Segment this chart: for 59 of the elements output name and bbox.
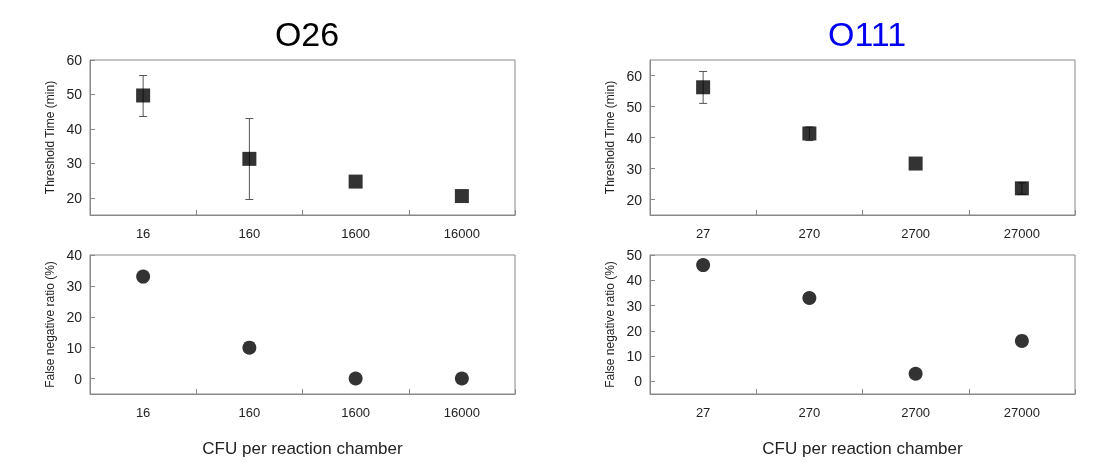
y-tick-label: 50 bbox=[626, 98, 643, 115]
y-tick-label: 30 bbox=[66, 155, 83, 172]
point bbox=[908, 156, 923, 171]
y-axis-title: False negative ratio (%) bbox=[42, 261, 57, 388]
x-tick-label: 270 bbox=[798, 405, 821, 420]
point bbox=[696, 80, 711, 95]
y-tick-label: 30 bbox=[66, 277, 83, 294]
point bbox=[696, 258, 711, 273]
y-tick-label: 50 bbox=[66, 86, 83, 103]
y-tick-label: 0 bbox=[74, 370, 83, 387]
y-axis-title: Threshold Time (min) bbox=[602, 80, 617, 195]
y-tick-label: 20 bbox=[626, 191, 643, 208]
point bbox=[242, 151, 257, 166]
y-tick-label: 50 bbox=[626, 247, 643, 263]
point bbox=[348, 371, 363, 386]
point bbox=[348, 174, 363, 189]
x-tick-label: 27 bbox=[695, 226, 711, 241]
x-tick-label: 16000 bbox=[443, 405, 480, 420]
y-tick-label: 40 bbox=[66, 120, 83, 137]
x-tick-label: 16 bbox=[135, 226, 151, 241]
y-tick-label: 60 bbox=[66, 52, 83, 68]
y-tick-label: 40 bbox=[626, 272, 643, 289]
y-tick-label: 0 bbox=[634, 373, 643, 390]
x-tick-label: 160 bbox=[238, 405, 261, 420]
y-tick-label: 10 bbox=[66, 339, 83, 356]
x-axis-title: CFU per reaction chamber bbox=[762, 439, 963, 458]
y-tick-label: 20 bbox=[66, 308, 83, 325]
x-tick-label: 2700 bbox=[901, 405, 931, 420]
x-tick-label: 27 bbox=[695, 405, 711, 420]
point bbox=[454, 371, 469, 386]
y-tick-label: 40 bbox=[626, 129, 643, 146]
x-tick-label: 2700 bbox=[901, 226, 931, 241]
y-axis-title: False negative ratio (%) bbox=[602, 261, 617, 388]
y-tick-label: 20 bbox=[626, 322, 643, 339]
y-tick-label: 40 bbox=[66, 247, 83, 263]
x-tick-label: 160 bbox=[238, 226, 261, 241]
point bbox=[1014, 333, 1029, 348]
x-tick-label: 270 bbox=[798, 226, 821, 241]
point bbox=[802, 290, 817, 305]
point bbox=[454, 189, 469, 204]
point bbox=[136, 269, 151, 284]
y-tick-label: 30 bbox=[626, 160, 643, 177]
y-tick-label: 30 bbox=[626, 297, 643, 314]
y-axis-title: Threshold Time (min) bbox=[42, 80, 57, 195]
y-tick-label: 60 bbox=[626, 67, 643, 84]
chart-title: O26 bbox=[274, 15, 340, 53]
x-tick-label: 27000 bbox=[1003, 226, 1040, 241]
x-tick-label: 16000 bbox=[443, 226, 480, 241]
x-tick-label: 1600 bbox=[341, 405, 371, 420]
x-axis-title: CFU per reaction chamber bbox=[202, 439, 403, 458]
x-tick-label: 1600 bbox=[341, 226, 371, 241]
chart-title: O111 bbox=[827, 15, 907, 53]
y-tick-label: 10 bbox=[626, 348, 643, 365]
x-tick-label: 16 bbox=[135, 405, 151, 420]
x-tick-label: 27000 bbox=[1003, 405, 1040, 420]
point bbox=[908, 366, 923, 381]
y-tick-label: 20 bbox=[66, 189, 83, 206]
point bbox=[242, 340, 257, 355]
point bbox=[136, 88, 151, 103]
